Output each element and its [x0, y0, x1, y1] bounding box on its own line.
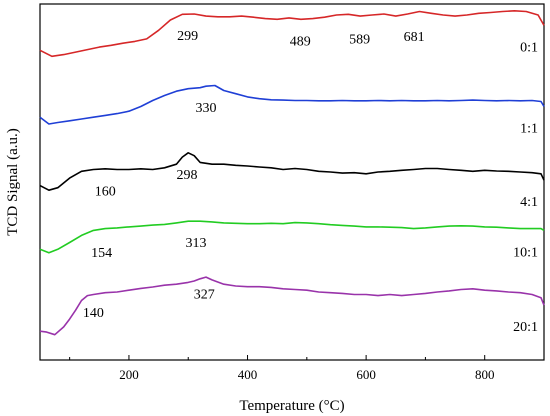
x-axis-ticks: 200 400 600 800: [69, 355, 545, 382]
x-tick-label: 800: [475, 367, 495, 382]
peak-label: 589: [349, 33, 370, 48]
series-label: 1:1: [520, 122, 538, 137]
series-line-10-1: [39, 220, 545, 254]
x-tick-label: 600: [356, 367, 376, 382]
series-label: 4:1: [520, 195, 538, 210]
plot-border: [39, 3, 545, 361]
x-tick-label: 200: [119, 367, 139, 382]
x-axis-title: Temperature (°C): [239, 398, 344, 414]
peak-label: 140: [83, 306, 104, 321]
series-line-0-1: [39, 10, 545, 58]
series-line-4-1: [39, 152, 545, 191]
peak-label: 313: [185, 236, 206, 251]
annotations: 0:1 299 489 589 681 1:1 330 4:1 160 298 10:1 154 313…: [83, 29, 538, 335]
peak-label: 327: [194, 287, 215, 302]
peak-label: 330: [196, 101, 217, 116]
peak-label: 298: [177, 168, 198, 183]
series-line-20-1: [39, 276, 545, 336]
series-label: 0:1: [520, 40, 538, 55]
plot-frame: [39, 3, 545, 361]
series-line-1-1: [39, 84, 545, 125]
peak-label: 160: [95, 185, 116, 200]
peak-label: 489: [290, 34, 311, 49]
series-label: 20:1: [513, 320, 538, 335]
peak-label: 681: [404, 30, 425, 45]
x-tick-label: 400: [238, 367, 258, 382]
series-group: [39, 10, 545, 336]
series-label: 10:1: [513, 245, 538, 260]
peak-label: 154: [91, 246, 112, 261]
peak-label: 299: [177, 29, 198, 44]
y-axis-title: TCD Signal (a.u.): [5, 128, 21, 235]
